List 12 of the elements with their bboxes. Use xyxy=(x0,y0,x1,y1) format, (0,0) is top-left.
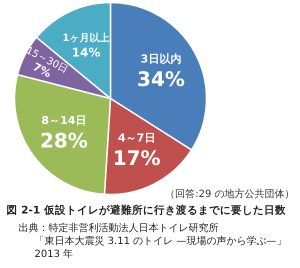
data-label: 28% xyxy=(40,128,88,152)
data-label: 14% xyxy=(72,45,100,60)
text: 「東日本大震災 3.11 のトイレ —現場の声から学ぶ—」2013 年 xyxy=(34,235,286,260)
slice-label: 4～7日 xyxy=(118,131,156,144)
data-label: 17% xyxy=(112,146,161,170)
source-note: 出典：特定非営利活動法人日本トイレ研究所 xyxy=(18,222,218,234)
text: 図 2-1 仮設トイレが避難所に行き渡るまでに要した日数 xyxy=(6,204,287,216)
text: （回答:29 の地方公共団体） xyxy=(165,188,295,200)
slice-label: 1ヶ月以上 xyxy=(62,32,110,44)
slice-label: 8～14日 xyxy=(41,114,86,127)
slice-label: 3日以内 xyxy=(140,52,182,66)
data-label: 34% xyxy=(137,66,185,91)
